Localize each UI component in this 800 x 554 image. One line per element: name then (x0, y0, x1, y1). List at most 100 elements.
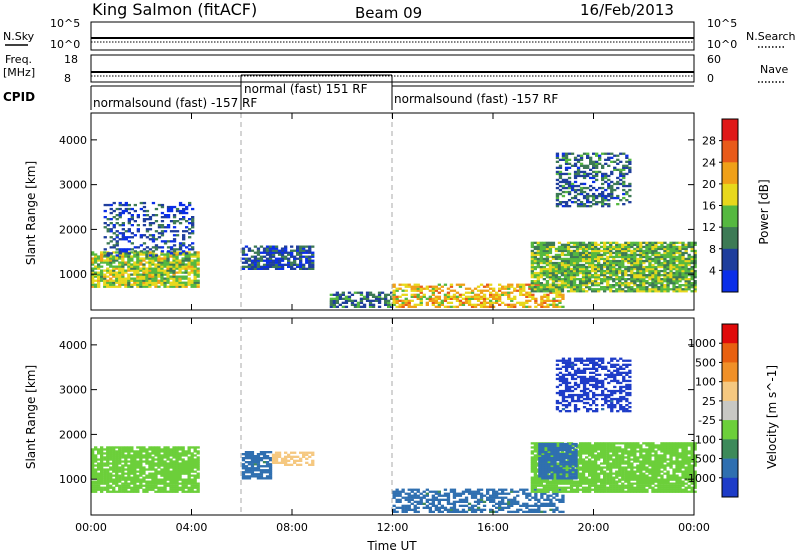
velocity-cell (148, 452, 152, 455)
velocity-cell (130, 480, 134, 483)
power-cell (575, 255, 580, 259)
power-cell (302, 255, 306, 258)
velocity-cell (452, 488, 457, 491)
power-cell (157, 203, 162, 207)
power-cell (287, 253, 291, 256)
velocity-cell (187, 448, 191, 451)
power-cell (581, 255, 586, 259)
power-cell (603, 290, 607, 293)
power-cell (498, 283, 502, 286)
power-cell (669, 259, 673, 263)
velocity-cell (591, 472, 595, 475)
power-cell (678, 255, 682, 259)
velocity-cell (533, 458, 537, 461)
power-cell (335, 291, 339, 294)
velocity-cell (118, 490, 122, 493)
velocity-cell (290, 451, 294, 454)
velocity-cell (464, 510, 469, 513)
velocity-cell (615, 476, 619, 479)
power-cell (136, 263, 140, 266)
velocity-cell (172, 460, 176, 463)
power-cell (262, 255, 267, 258)
velocity-cell (121, 450, 125, 453)
velocity-cell (606, 486, 610, 489)
power-cell (130, 242, 134, 245)
velocity-cell (516, 494, 520, 497)
power-cell (458, 301, 463, 304)
power-cell (106, 263, 110, 266)
power-cell (127, 275, 131, 278)
velocity-cell (603, 490, 607, 493)
power-cell (160, 257, 164, 260)
velocity-cell (91, 472, 95, 475)
power-cell (404, 297, 408, 300)
velocity-cell (127, 486, 131, 489)
power-cell (630, 249, 634, 253)
power-cell (585, 253, 589, 257)
power-cell (121, 283, 125, 286)
power-cell (678, 257, 682, 261)
power-cell (582, 186, 587, 190)
power-cell (545, 271, 550, 275)
power-cell (627, 274, 631, 277)
power-cell (115, 273, 119, 276)
velocity-cell (461, 490, 466, 493)
power-cell (669, 261, 673, 265)
velocity-cell (591, 454, 595, 457)
power-cell (185, 207, 189, 211)
power-cell (187, 277, 191, 280)
power-cell (672, 257, 676, 261)
power-cell (163, 263, 167, 266)
power-cell (545, 290, 550, 293)
power-cell (530, 286, 534, 289)
velocity-cell (127, 484, 131, 487)
power-cell (115, 281, 119, 284)
power-cell (552, 301, 556, 304)
velocity-cell (501, 492, 505, 495)
power-cell (592, 152, 596, 155)
power-cell (603, 249, 607, 253)
velocity-cell (133, 480, 137, 483)
power-cell (607, 203, 611, 206)
velocity-cell (612, 450, 616, 453)
power-cell (630, 259, 634, 263)
velocity-cell (545, 486, 550, 489)
power-cell (196, 253, 200, 256)
velocity-cell (157, 460, 161, 463)
power-cell (458, 283, 463, 286)
power-cell (588, 253, 592, 257)
velocity-cell (572, 488, 577, 491)
velocity-cell (461, 492, 466, 495)
power-cell (582, 164, 587, 167)
velocity-cell (578, 446, 583, 449)
power-cell (528, 293, 532, 296)
velocity-cell (139, 464, 143, 467)
power-cell (618, 288, 622, 291)
power-cell (588, 269, 592, 273)
power-cell (555, 293, 559, 296)
power-cell (166, 261, 170, 264)
velocity-cell (600, 454, 604, 457)
power-cell (569, 245, 574, 249)
power-cell (115, 257, 119, 260)
noise-strip: N.Sky 10^5 10^0 10^5 10^0 N.Search (3, 17, 796, 51)
power-cell (609, 284, 613, 287)
velocity-cell (109, 450, 113, 453)
velocity-cell (398, 498, 402, 501)
velocity-cell (133, 466, 137, 469)
velocity-cell (163, 480, 167, 483)
velocity-cell (492, 496, 496, 499)
velocity-cell (151, 476, 155, 479)
velocity-cell (91, 466, 95, 469)
velocity-cell (121, 474, 125, 477)
power-cell (633, 290, 637, 293)
velocity-cell (578, 454, 583, 457)
power-cell (142, 269, 146, 272)
velocity-cell (277, 455, 282, 458)
power-cell (154, 214, 159, 217)
power-cell (609, 245, 613, 249)
power-cell (663, 259, 667, 263)
power-cell (139, 259, 143, 262)
velocity-cell (190, 460, 194, 463)
power-cell (91, 275, 95, 278)
